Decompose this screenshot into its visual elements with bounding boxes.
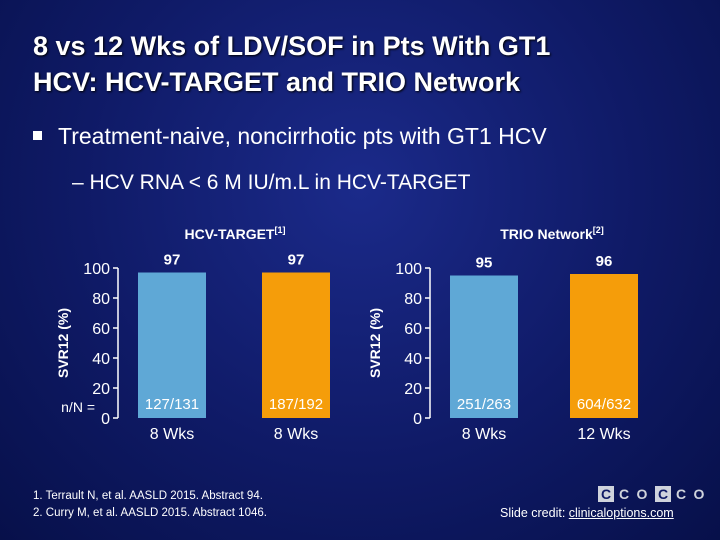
bar-nn-label: 251/263 [457, 396, 511, 413]
bar-value-label: 97 [164, 252, 181, 269]
slide-credit: Slide credit: clinicaloptions.com [500, 506, 674, 520]
y-tick-label: 100 [395, 261, 422, 278]
nn-prefix-label: n/N = [61, 399, 95, 415]
bullet-square-icon [33, 131, 42, 141]
y-tick-label: 80 [92, 291, 110, 308]
y-tick-label: 40 [92, 351, 110, 368]
bar-2 [570, 274, 638, 418]
bullet-1: Treatment-naive, noncirrhotic pts with G… [33, 122, 547, 150]
bar-nn-label: 187/192 [269, 396, 323, 413]
chart-title-sup: [2] [593, 225, 604, 235]
y-axis-label: SVR12 (%) [367, 308, 383, 378]
x-category-label: 8 Wks [150, 426, 194, 443]
references: 1. Terrault N, et al. AASLD 2015. Abstra… [33, 488, 267, 522]
bar-nn-label: 604/632 [577, 396, 631, 413]
credit-prefix: Slide credit: [500, 506, 569, 520]
bar-2 [262, 272, 330, 418]
x-category-label: 8 Wks [274, 426, 318, 443]
y-tick-label: 100 [83, 261, 110, 278]
x-category-label: 8 Wks [462, 426, 506, 443]
bar-value-label: 97 [288, 252, 305, 269]
y-axis-label: SVR12 (%) [55, 308, 71, 378]
chart-title-sup: [1] [274, 225, 285, 235]
y-tick-label: 20 [92, 381, 110, 398]
bullet-text: Treatment-naive, noncirrhotic pts with G… [58, 123, 547, 149]
bar-nn-label: 127/131 [145, 396, 199, 413]
credit-link[interactable]: clinicaloptions.com [568, 506, 674, 520]
y-tick-label: 60 [404, 321, 422, 338]
bar-value-label: 95 [476, 255, 493, 272]
y-tick-label: 0 [101, 411, 110, 428]
bar-value-label: 96 [596, 253, 613, 270]
slide-title: 8 vs 12 Wks of LDV/SOF in Pts With GT1 H… [33, 28, 713, 100]
title-line-1: 8 vs 12 Wks of LDV/SOF in Pts With GT1 [33, 31, 551, 61]
chart-title: HCV-TARGET[1] [185, 225, 286, 242]
subbullet-1: – HCV RNA < 6 M IU/m.L in HCV-TARGET [72, 171, 471, 194]
y-tick-label: 80 [404, 291, 422, 308]
bar-1 [138, 272, 206, 418]
bar-1 [450, 275, 518, 418]
y-tick-label: 20 [404, 381, 422, 398]
reference-1: 1. Terrault N, et al. AASLD 2015. Abstra… [33, 490, 263, 502]
reference-2: 2. Curry M, et al. AASLD 2015. Abstract … [33, 507, 267, 519]
x-category-label: 12 Wks [577, 426, 630, 443]
y-tick-label: 40 [404, 351, 422, 368]
y-tick-label: 0 [413, 411, 422, 428]
title-line-2: HCV: HCV-TARGET and TRIO Network [33, 67, 521, 97]
y-tick-label: 60 [92, 321, 110, 338]
chart-title: TRIO Network[2] [500, 225, 604, 242]
